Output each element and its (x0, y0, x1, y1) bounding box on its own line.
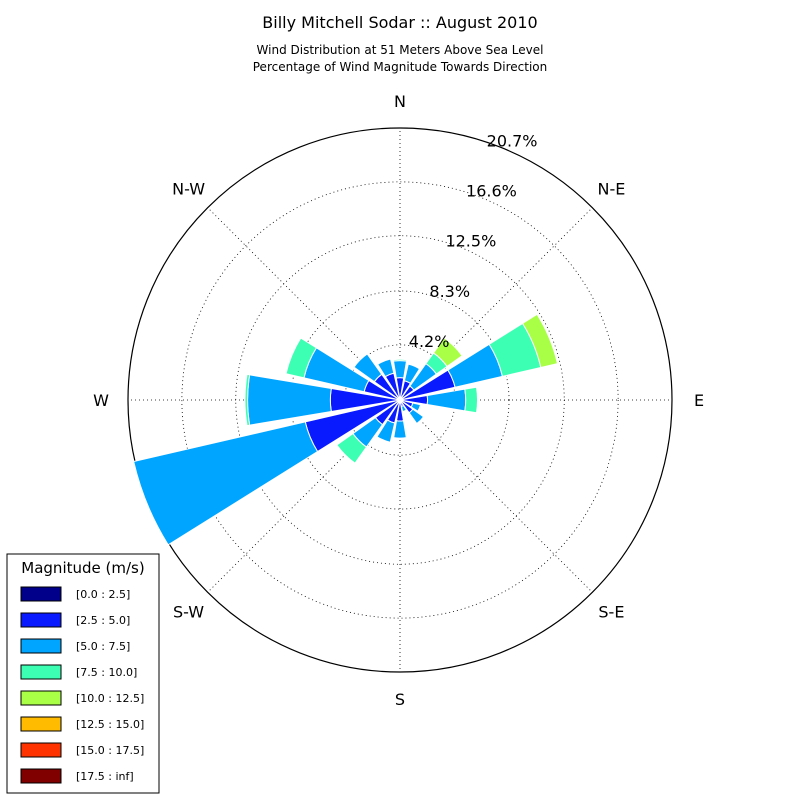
wind-bar-segment (376, 419, 396, 443)
legend-title: Magnitude (m/s) (21, 559, 144, 577)
grid-spoke (399, 399, 593, 593)
wind-bar-segment (247, 374, 332, 426)
outer-ring (127, 127, 673, 673)
legend-swatch (20, 716, 62, 732)
legend-swatch (20, 768, 62, 784)
legend-label: [5.0 : 7.5] (76, 640, 130, 653)
wind-bar-segment (377, 358, 395, 378)
legend-label: [17.5 : inf] (76, 770, 134, 783)
wind-bar-segment (400, 404, 407, 413)
grid-spoke (399, 207, 593, 401)
legend-swatch (20, 612, 62, 628)
legend-swatch (20, 586, 62, 602)
direction-labels: N N-E E S-E S S-W W N-W (93, 92, 704, 709)
legend-swatch (20, 690, 62, 706)
wind-bar-segment (432, 337, 463, 368)
wind-bar-segment (393, 420, 407, 439)
direction-label: N-W (172, 180, 205, 199)
legend: Magnitude (m/s) [0.0 : 2.5] [2.5 : 5.0] [5… (6, 553, 160, 794)
wind-bar-segment (133, 421, 319, 546)
chart-title: Billy Mitchell Sodar :: August 2010 (262, 13, 537, 32)
legend-label: [12.5 : 15.0] (76, 718, 144, 731)
legend-swatch (20, 638, 62, 654)
grid-ring (290, 290, 510, 510)
radial-tick-label: 16.6% (466, 181, 517, 200)
wind-bar-segment (392, 360, 408, 379)
wind-bar-segment (464, 386, 479, 414)
direction-label: S-E (598, 602, 624, 621)
legend-label: [2.5 : 5.0] (76, 614, 130, 627)
wind-bar-segment (410, 402, 422, 412)
wind-bar-segment (353, 353, 383, 383)
radial-tick-label: 4.2% (409, 332, 450, 351)
wind-bar-segment (336, 432, 368, 464)
direction-label: E (694, 391, 704, 410)
wind-bar-segment (244, 373, 251, 427)
chart-subtitle-line-2: Percentage of Wind Magnitude Towards Dir… (253, 60, 547, 74)
legend-label: [7.5 : 10.0] (76, 666, 137, 679)
wind-bar-segment (403, 363, 421, 384)
wind-bars (133, 313, 559, 546)
legend-label: [10.0 : 12.5] (76, 692, 144, 705)
radial-tick-label: 20.7% (487, 132, 538, 151)
legend-label: [0.0 : 2.5] (76, 588, 130, 601)
direction-label: S (395, 690, 405, 709)
radial-tick-labels: 4.2% 8.3% 12.5% 16.6% 20.7% (409, 132, 538, 351)
direction-label: S-W (173, 602, 204, 621)
grid-ring (181, 181, 619, 619)
legend-swatch (20, 664, 62, 680)
chart-subtitle-line-1: Wind Distribution at 51 Meters Above Sea… (257, 43, 544, 57)
wind-bar-segment (392, 358, 408, 362)
legend-swatch (20, 742, 62, 758)
radial-tick-label: 8.3% (429, 282, 470, 301)
polar-grid (127, 127, 673, 673)
direction-label: N (394, 92, 406, 111)
wind-bar-segment (285, 337, 318, 379)
grid-spoke (207, 207, 401, 401)
legend-label: [15.0 : 17.5] (76, 744, 144, 757)
grid-spoke (207, 399, 401, 593)
radial-tick-label: 12.5% (445, 231, 496, 250)
wind-bar-segment (521, 313, 559, 369)
direction-label: N-E (597, 180, 625, 199)
direction-label: W (93, 391, 109, 410)
wind-bar-segment (408, 408, 425, 425)
